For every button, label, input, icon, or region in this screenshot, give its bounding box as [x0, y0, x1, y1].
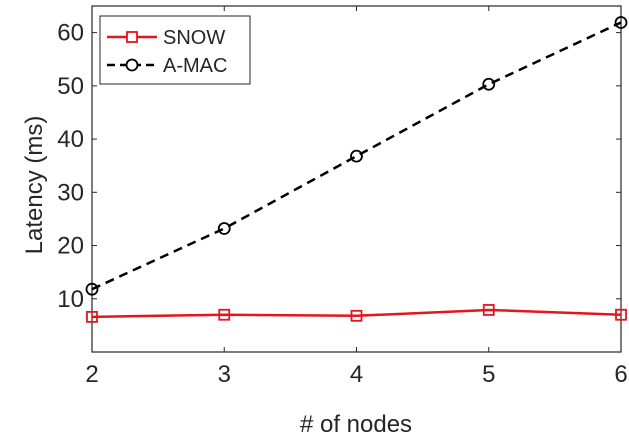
y-tick-label: 30 [57, 179, 84, 206]
x-axis-ticks: 2 3 4 5 6 [85, 6, 628, 388]
y-tick-label: 10 [57, 286, 84, 313]
point-snow [86, 310, 98, 323]
legend-marker-a-mac [125, 58, 139, 72]
legend-box [99, 15, 251, 85]
x-tick-label: 5 [482, 361, 495, 388]
legend-marker-snow [126, 31, 138, 43]
series-layer [85, 16, 628, 323]
series-line-a-mac [91, 21, 622, 291]
y-tick-label: 50 [57, 73, 84, 100]
x-tick-label: 3 [218, 361, 231, 388]
legend-label-snow: SNOW [163, 27, 225, 49]
y-axis-label: Latency (ms) [21, 116, 48, 255]
y-tick-label: 60 [57, 20, 84, 47]
point-snow [350, 309, 363, 322]
y-axis-ticks: 10 20 30 40 50 60 [57, 20, 621, 313]
x-tick-label: 4 [350, 361, 363, 388]
point-snow [482, 304, 495, 316]
legend-label-a-mac: A-MAC [163, 55, 227, 77]
x-tick-label: 2 [85, 361, 98, 388]
y-tick-label: 40 [57, 126, 84, 153]
y-tick-label: 20 [57, 233, 84, 260]
point-snow [218, 308, 231, 321]
point-snow [615, 308, 627, 321]
x-tick-label: 6 [614, 361, 627, 388]
series-line-snow [91, 308, 622, 319]
point-a-mac [614, 16, 628, 29]
legend: SNOW A-MAC [99, 15, 251, 85]
x-axis-label: # of nodes [300, 411, 412, 438]
point-a-mac [85, 282, 99, 296]
point-a-mac [217, 222, 231, 235]
point-a-mac [350, 149, 363, 163]
point-a-mac [482, 77, 496, 91]
